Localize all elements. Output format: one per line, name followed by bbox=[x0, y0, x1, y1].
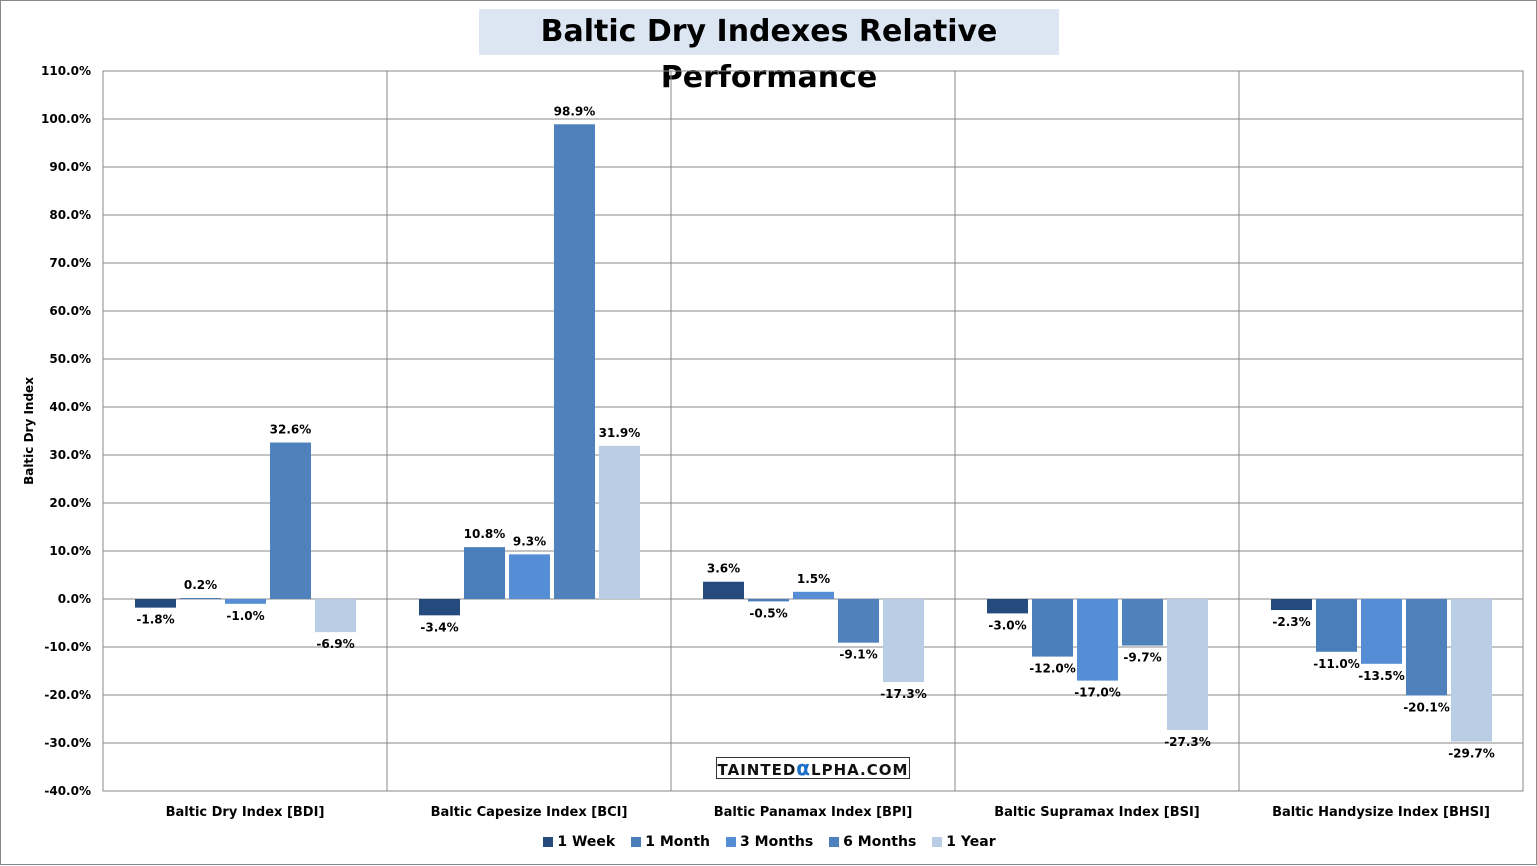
data-label: -3.0% bbox=[988, 618, 1026, 632]
y-tick-label: 100.0% bbox=[41, 112, 91, 126]
data-label: 1.5% bbox=[797, 572, 830, 586]
legend-item: 3 Months bbox=[726, 834, 813, 850]
bar bbox=[419, 599, 460, 616]
y-tick-label: -10.0% bbox=[44, 640, 91, 654]
bar bbox=[464, 547, 505, 599]
logo-text-end: LPHA.COM bbox=[811, 761, 909, 779]
y-tick-label: 90.0% bbox=[49, 160, 91, 174]
legend-item: 1 Month bbox=[631, 834, 710, 850]
chart-title: Baltic Dry Indexes Relative Performance bbox=[479, 9, 1059, 95]
data-label: -27.3% bbox=[1164, 735, 1211, 749]
data-label: -1.8% bbox=[136, 613, 174, 627]
y-tick-label: 80.0% bbox=[49, 208, 91, 222]
bar bbox=[1271, 599, 1312, 611]
watermark-logo: TAINTEDαLPHA.COM bbox=[716, 757, 910, 779]
data-label: -29.7% bbox=[1448, 747, 1495, 761]
legend-item: 1 Year bbox=[932, 834, 996, 850]
data-label: 31.9% bbox=[599, 426, 641, 440]
bar bbox=[1406, 599, 1447, 696]
y-tick-label: -20.0% bbox=[44, 688, 91, 702]
x-tick-label: Baltic Supramax Index [BSI] bbox=[994, 805, 1200, 820]
y-tick-label: 30.0% bbox=[49, 448, 91, 462]
y-tick-label: 70.0% bbox=[49, 256, 91, 270]
y-tick-label: 20.0% bbox=[49, 496, 91, 510]
y-tick-label: -30.0% bbox=[44, 736, 91, 750]
bar bbox=[793, 591, 834, 599]
logo-alpha: α bbox=[796, 756, 812, 780]
legend-item: 6 Months bbox=[829, 834, 916, 850]
legend-item: 1 Week bbox=[543, 834, 615, 850]
data-label: -2.3% bbox=[1272, 615, 1310, 629]
bar bbox=[225, 599, 266, 604]
bar bbox=[1122, 599, 1163, 646]
bar bbox=[270, 442, 311, 599]
y-tick-label: -40.0% bbox=[44, 784, 91, 798]
data-label: 0.2% bbox=[184, 578, 217, 592]
data-label: -9.7% bbox=[1123, 651, 1161, 665]
x-tick-label: Baltic Panamax Index [BPI] bbox=[714, 805, 913, 820]
data-label: -17.3% bbox=[880, 687, 927, 701]
bar bbox=[1451, 599, 1492, 742]
data-label: -1.0% bbox=[226, 609, 264, 623]
legend-swatch bbox=[932, 837, 943, 847]
y-tick-label: 50.0% bbox=[49, 352, 91, 366]
data-label: -11.0% bbox=[1313, 657, 1360, 671]
bar bbox=[703, 581, 744, 599]
bar bbox=[180, 598, 221, 600]
data-label: 10.8% bbox=[464, 527, 506, 541]
data-label: -3.4% bbox=[420, 620, 458, 634]
bar bbox=[1077, 599, 1118, 681]
data-label: -13.5% bbox=[1358, 669, 1405, 683]
data-label: -12.0% bbox=[1029, 662, 1076, 676]
legend: 1 Week 1 Month 3 Months 6 Months 1 Year bbox=[1, 834, 1537, 850]
y-tick-label: 10.0% bbox=[49, 544, 91, 558]
data-label: -0.5% bbox=[749, 606, 787, 620]
logo-text: TAINTED bbox=[717, 761, 797, 779]
y-tick-label: 60.0% bbox=[49, 304, 91, 318]
data-label: -6.9% bbox=[316, 637, 354, 651]
bar bbox=[838, 599, 879, 643]
x-tick-label: Baltic Dry Index [BDI] bbox=[166, 805, 325, 820]
x-tick-label: Baltic Capesize Index [BCI] bbox=[431, 805, 628, 820]
bar bbox=[987, 599, 1028, 614]
data-label: 9.3% bbox=[513, 534, 546, 548]
bar bbox=[1032, 599, 1073, 657]
data-label: 98.9% bbox=[554, 104, 596, 118]
bar bbox=[1316, 599, 1357, 652]
legend-swatch bbox=[829, 837, 840, 847]
bar bbox=[315, 599, 356, 633]
bar bbox=[1167, 599, 1208, 731]
legend-label: 1 Year bbox=[946, 834, 996, 850]
legend-swatch bbox=[631, 837, 642, 847]
bar bbox=[509, 554, 550, 599]
legend-swatch bbox=[726, 837, 737, 847]
data-label: 32.6% bbox=[270, 423, 312, 437]
bar bbox=[1361, 599, 1402, 664]
y-axis-label: Baltic Dry Index bbox=[22, 377, 36, 485]
legend-label: 1 Week bbox=[557, 834, 616, 850]
legend-swatch bbox=[543, 837, 554, 847]
data-label: -17.0% bbox=[1074, 686, 1121, 700]
y-tick-label: 40.0% bbox=[49, 400, 91, 414]
y-tick-label: 0.0% bbox=[58, 592, 91, 606]
bar bbox=[748, 599, 789, 602]
data-label: -9.1% bbox=[839, 648, 877, 662]
bar bbox=[135, 599, 176, 608]
bar bbox=[599, 445, 640, 599]
bar bbox=[554, 124, 595, 599]
legend-label: 3 Months bbox=[740, 834, 814, 850]
legend-label: 6 Months bbox=[843, 834, 917, 850]
plot-border bbox=[102, 70, 1524, 792]
y-tick-label: 110.0% bbox=[41, 64, 91, 78]
bar bbox=[883, 599, 924, 683]
data-label: 3.6% bbox=[707, 562, 740, 576]
data-label: -20.1% bbox=[1403, 700, 1450, 714]
x-tick-label: Baltic Handysize Index [BHSI] bbox=[1272, 805, 1490, 820]
legend-label: 1 Month bbox=[645, 834, 711, 850]
